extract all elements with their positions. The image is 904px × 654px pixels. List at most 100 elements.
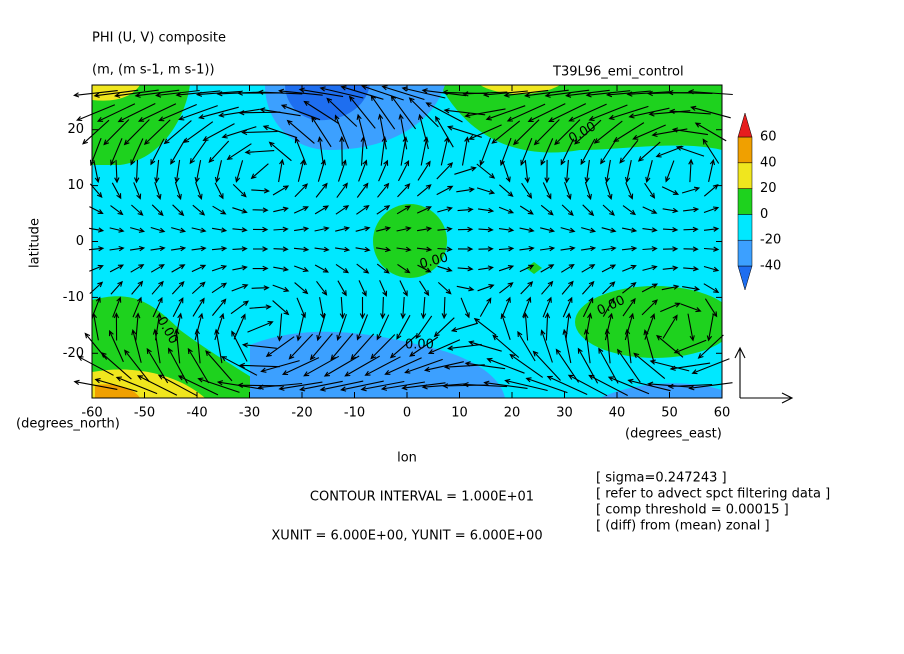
vector-arrow [212, 227, 228, 233]
colorbar-label: 0 [760, 207, 768, 222]
vector-arrow [232, 184, 247, 198]
x-tick-label: 30 [556, 406, 573, 421]
vector-arrow [277, 313, 283, 342]
vector-arrow [600, 139, 617, 165]
vector-arrow [468, 124, 502, 140]
y-axis-label: latitude [28, 218, 43, 268]
vector-arrow [175, 90, 221, 98]
vector-arrow [260, 360, 300, 373]
vector-arrow [688, 158, 694, 183]
vector-arrow [280, 104, 321, 121]
vector-arrow [73, 90, 118, 98]
vector-arrow [565, 312, 572, 341]
vector-arrow [194, 328, 201, 364]
vector-arrow [171, 227, 187, 233]
vector-arrow [380, 136, 387, 166]
vector-arrow [581, 245, 597, 252]
x-tick-label: -50 [134, 406, 155, 421]
vector-arrow [476, 187, 496, 195]
vector-arrow [581, 227, 597, 233]
vector-arrow [197, 377, 240, 393]
vector-arrow [601, 264, 617, 273]
vector-arrow [401, 86, 446, 99]
vector-arrow [109, 227, 125, 233]
vector-arrow [433, 317, 455, 338]
vector-arrow [499, 282, 514, 294]
vector-arrow [317, 159, 326, 182]
vector-arrow [257, 89, 303, 95]
vector-arrow [273, 246, 289, 252]
vector-arrow [583, 328, 591, 364]
vector-arrow [645, 160, 653, 184]
vector-arrow [194, 159, 202, 184]
vector-arrow [150, 264, 165, 273]
vector-arrow [498, 265, 515, 272]
vector-arrow [532, 350, 561, 381]
vector-arrow [110, 280, 123, 295]
vector-arrow [132, 296, 142, 318]
vector-arrow [642, 227, 658, 233]
vector-arrow [662, 246, 679, 252]
vector-arrow [187, 347, 210, 384]
vector-arrow [498, 246, 515, 252]
vector-arrow [272, 185, 290, 196]
vector-arrow [568, 103, 607, 122]
vector-arrow [171, 280, 185, 295]
vector-arrow [232, 207, 248, 214]
vector-arrow [580, 138, 596, 166]
x-tick-label: 60 [714, 406, 731, 421]
vector-arrow [486, 357, 525, 374]
y-tick-label: -20 [63, 346, 84, 361]
vector-arrow [703, 246, 720, 252]
vector-arrow [628, 107, 670, 119]
vector-arrow [624, 328, 632, 364]
vector-arrow [660, 302, 681, 313]
x-unit: (degrees_east) [625, 427, 722, 442]
vector-arrow [131, 204, 144, 216]
vector-arrow [662, 207, 679, 214]
vector-arrow [191, 227, 207, 233]
vector-arrow [158, 103, 197, 122]
vector-arrow [314, 246, 330, 253]
vector-arrow [673, 339, 707, 354]
vector-arrow [94, 378, 138, 393]
vector-arrow [473, 317, 497, 336]
vector-arrow [131, 328, 142, 363]
vector-arrow [252, 207, 269, 213]
vector-arrow [244, 149, 275, 155]
vector-arrow [232, 227, 248, 233]
vector-arrow [212, 205, 227, 215]
vector-arrow [598, 347, 619, 384]
vector-arrow [604, 159, 611, 184]
vector-arrow [303, 355, 340, 377]
vector-arrow [440, 136, 450, 166]
vector-arrow [137, 103, 177, 122]
vector-arrow [110, 138, 123, 166]
vector-arrow [323, 355, 360, 377]
vector-arrow [622, 297, 636, 317]
chart-title: PHI (U, V) composite [92, 31, 226, 46]
vector-arrow [703, 206, 720, 214]
vector-arrow [478, 246, 494, 252]
vector-arrow [564, 159, 570, 184]
vector-arrow [251, 188, 270, 194]
vector-arrow [703, 265, 720, 272]
vector-arrow [437, 265, 453, 272]
vector-arrow [151, 204, 164, 217]
vector-arrow [356, 204, 370, 215]
x-tick-label: -30 [239, 406, 260, 421]
vector-arrow [687, 89, 733, 96]
vector-arrow [669, 362, 711, 371]
vector-arrow [681, 186, 701, 194]
vector-arrow [642, 246, 658, 252]
vector-arrow [399, 280, 408, 297]
vector-arrow [198, 106, 239, 120]
vector-arrow [157, 374, 198, 397]
vector-arrow [604, 312, 614, 341]
x-tick-label: 10 [451, 406, 468, 421]
vector-arrow [377, 113, 387, 150]
vector-arrow [174, 181, 182, 201]
vector-arrow [523, 312, 529, 341]
vector-arrow [130, 138, 144, 166]
y-tick-label: 10 [67, 178, 84, 193]
